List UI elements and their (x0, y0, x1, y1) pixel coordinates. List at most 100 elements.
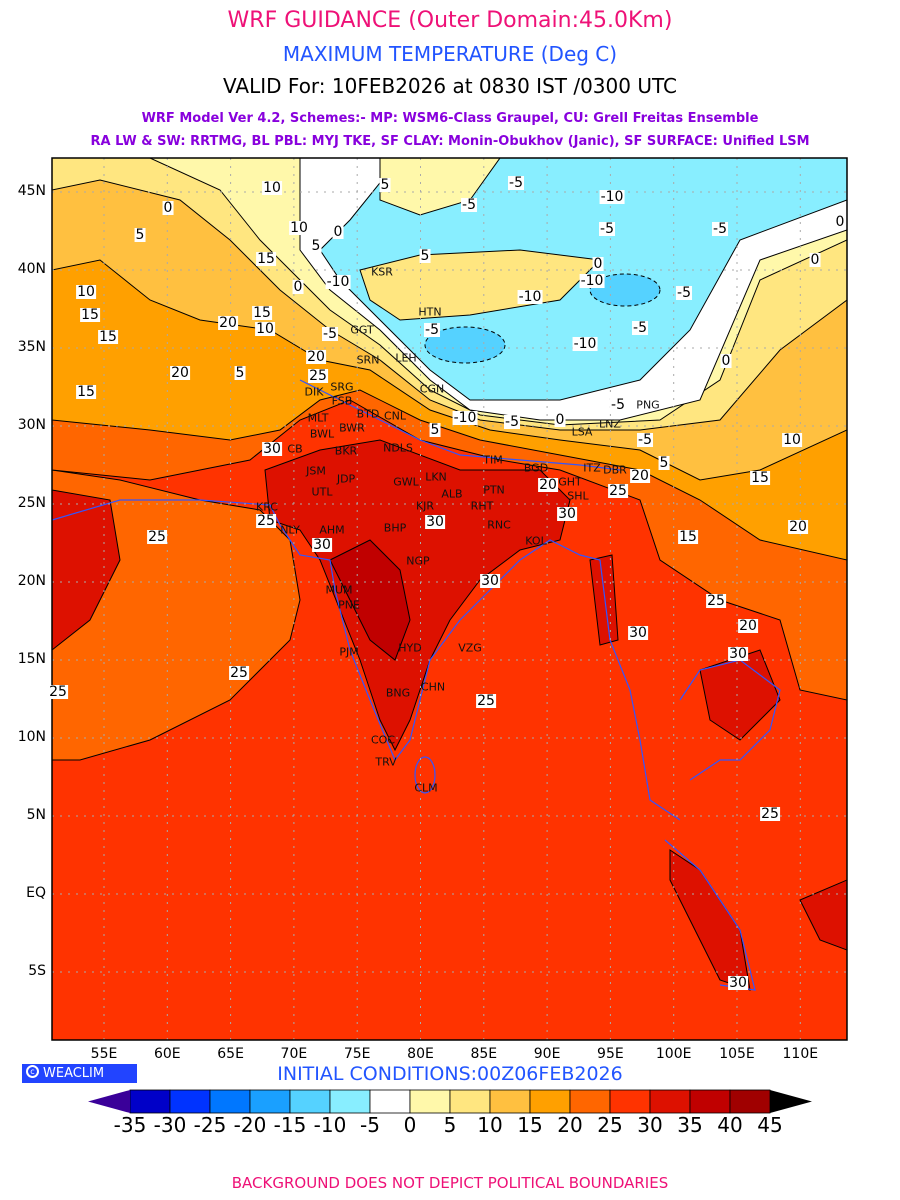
colorbar-label: -5 (360, 1113, 380, 1137)
city-label: BKR (334, 444, 358, 458)
colorbar-label: 35 (677, 1113, 703, 1137)
city-label: BGD (523, 461, 549, 475)
contour-label: 25 (48, 684, 68, 700)
colorbar-label: -25 (193, 1113, 227, 1137)
contour-label: -5 (599, 221, 615, 237)
contour-label: 15 (750, 470, 770, 486)
colorbar-label: -30 (153, 1113, 187, 1137)
city-label: PNE (338, 598, 360, 612)
colorbar-label: 0 (403, 1113, 417, 1137)
lon-label: 70E (280, 1046, 308, 1062)
contour-label: -5 (508, 175, 524, 191)
footer-note: BACKGROUND DOES NOT DEPICT POLITICAL BOU… (231, 1174, 669, 1192)
contour-label: 15 (256, 251, 276, 267)
colorbar-label: -35 (113, 1113, 147, 1137)
colorbar (88, 1089, 812, 1114)
lon-label: 95E (597, 1046, 624, 1062)
city-label: GHT (558, 475, 582, 489)
lat-label: 30N (17, 417, 46, 433)
city-label: RNC (487, 518, 511, 532)
colorbar-label: -20 (233, 1113, 267, 1137)
city-label: BHP (383, 521, 407, 535)
contour-label: -10 (517, 289, 543, 305)
contour-label: 20 (538, 477, 558, 493)
contour-label: 5 (134, 227, 146, 243)
colorbar-box (329, 1089, 371, 1114)
city-label: BWL (309, 427, 335, 441)
lon-label: 80E (407, 1046, 434, 1062)
city-label: KRC (256, 500, 278, 514)
city-label: HTN (418, 305, 442, 319)
field-30-35-myanmar (589, 554, 619, 646)
lat-label: EQ (26, 885, 46, 901)
contour-label: -5 (322, 326, 338, 342)
initial-conditions: INITIAL CONDITIONS:00Z06FEB2026 (277, 1063, 623, 1085)
city-label: TIM (483, 453, 503, 467)
city-label: BTD (356, 407, 380, 421)
contour-label: 20 (738, 618, 758, 634)
contour-label: 15 (252, 305, 272, 321)
lon-label: 105E (719, 1046, 755, 1062)
city-label: CLM (414, 781, 438, 795)
city-label: SHL (567, 489, 589, 503)
contour-label: 15 (678, 529, 698, 545)
city-label: KOL (525, 534, 547, 548)
colorbar-under-arrow (88, 1090, 130, 1113)
city-label: VZG (458, 641, 482, 655)
city-label: JSM (306, 464, 326, 478)
contour-label: -10 (599, 189, 625, 205)
model-info-line1: WRF Model Ver 4.2, Schemes:- MP: WSM6-Cl… (141, 111, 759, 126)
field-north-yellow (379, 158, 501, 216)
lon-label: 110E (782, 1046, 819, 1062)
lon-label: 75E (343, 1046, 371, 1062)
contour-label: 10 (782, 432, 802, 448)
colorbar-box (169, 1089, 211, 1114)
contour-label: 0 (554, 412, 566, 428)
contour-label: 30 (628, 625, 648, 641)
colorbar-box (529, 1089, 571, 1114)
contour-label: 25 (256, 513, 276, 529)
city-label: RHT (470, 499, 494, 513)
city-label: KJR (415, 499, 435, 513)
colorbar-label: 20 (557, 1113, 583, 1137)
contour-label: 5 (310, 238, 322, 254)
lat-label: 35N (17, 339, 46, 355)
city-label: LKN (425, 470, 447, 484)
contour-label: 30 (480, 573, 500, 589)
colorbar-label: 5 (443, 1113, 457, 1137)
city-label: PJM (339, 645, 359, 659)
contour-label: -10 (579, 273, 605, 289)
city-label: CNL (383, 409, 407, 423)
field-30-35-borneo (799, 879, 847, 951)
contour-label: 0 (834, 214, 846, 230)
contour-label: -10 (325, 274, 351, 290)
city-label: NDLS (383, 441, 413, 455)
contour-label: 25 (760, 806, 780, 822)
colorbar-box (689, 1089, 731, 1114)
contour-label: 10 (289, 220, 309, 236)
lon-label: 65E (217, 1046, 244, 1062)
colorbar-box (449, 1089, 491, 1114)
lon-label: 60E (153, 1046, 181, 1062)
city-label: GGT (350, 323, 374, 337)
city-label: LEH (395, 351, 417, 365)
city-label: MUM (325, 583, 353, 597)
colorbar-over-arrow (770, 1090, 812, 1113)
city-label: UTL (311, 485, 333, 499)
city-label: BNG (385, 686, 411, 700)
lat-label: 20N (17, 573, 46, 589)
model-info-line2: RA LW & SW: RRTMG, BL PBL: MYJ TKE, SF C… (90, 134, 810, 149)
colorbar-box (289, 1089, 331, 1114)
map-frame (51, 157, 848, 1041)
contour-label: 30 (425, 514, 445, 530)
weaclim-logo: c WEACLIM (22, 1064, 137, 1083)
city-label: CHN (420, 680, 446, 694)
city-label: KSR (371, 265, 393, 279)
contour-label: 30 (557, 506, 577, 522)
contour-label: 30 (728, 975, 748, 991)
contour-label: 15 (76, 384, 96, 400)
lon-label: 100E (655, 1046, 692, 1062)
contour-label: 5 (658, 455, 670, 471)
city-label: HYD (398, 641, 422, 655)
